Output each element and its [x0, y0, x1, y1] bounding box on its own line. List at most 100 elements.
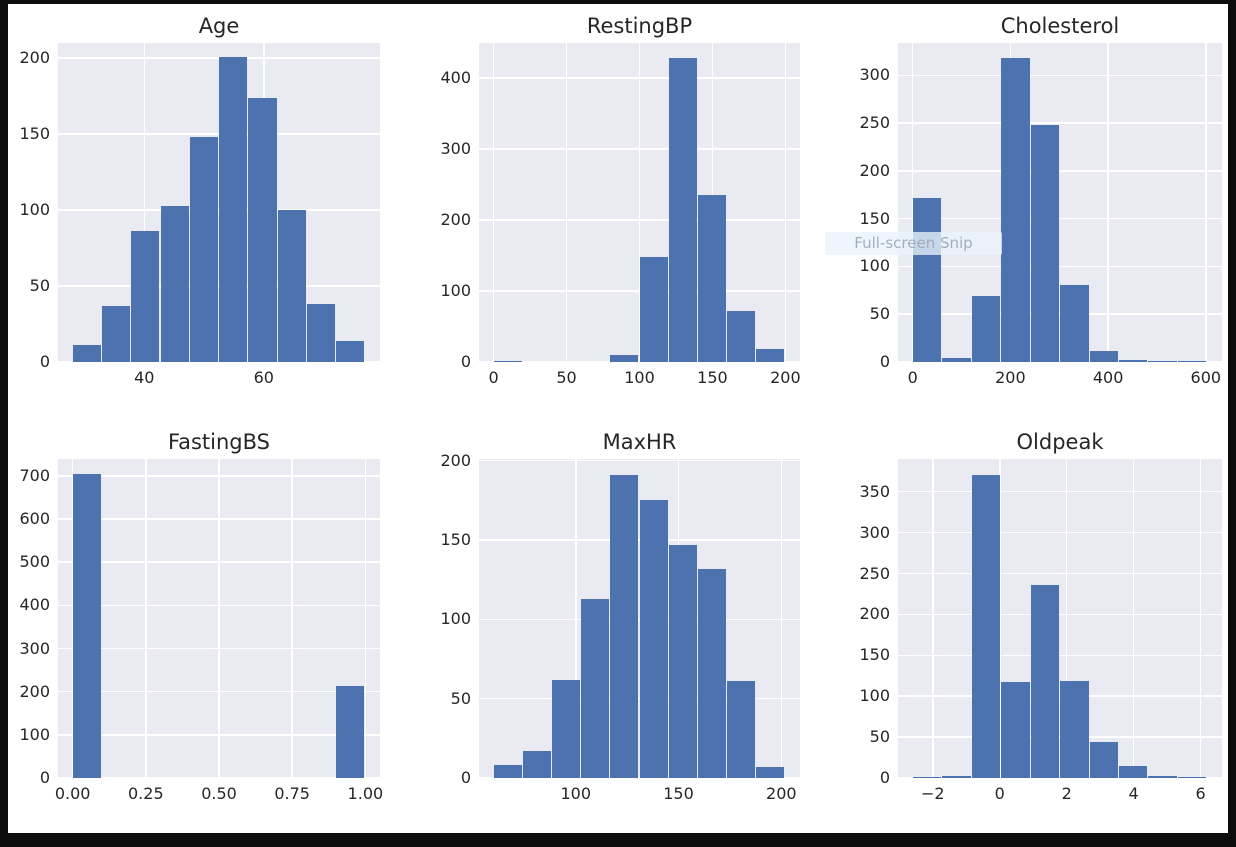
histogram-bar [1089, 742, 1118, 778]
histogram-bar [639, 500, 668, 778]
grid-line-vertical [1132, 459, 1135, 778]
histogram-bar [522, 751, 551, 778]
x-tick-label: 400 [1092, 368, 1124, 387]
grid-line-horizontal [479, 459, 800, 462]
y-tick-label: 300 [859, 65, 890, 85]
histogram-bar [727, 310, 756, 362]
grid-line-horizontal [898, 170, 1222, 172]
chart-title-age: Age [198, 14, 240, 38]
histogram-bar [1118, 765, 1148, 778]
y-tick-label: 0 [879, 768, 890, 787]
grid-line-vertical [1199, 459, 1202, 778]
histogram-bar [1030, 585, 1059, 778]
histogram-bar [1177, 777, 1207, 778]
y-tick-label: 250 [859, 113, 890, 133]
histogram-bar [160, 205, 189, 362]
histogram-bar [697, 195, 727, 362]
figure-canvas: Age 0 50 100 150 200 40 60 RestingBP 0 100 200 30… [8, 4, 1228, 833]
histogram-bar [1001, 58, 1030, 362]
grid-line-vertical [1107, 43, 1109, 362]
chart-title-cholesterol: Cholesterol [1000, 14, 1120, 38]
histogram-panel-oldpeak: Oldpeak 0 50 100 150 200 250 300 350 −2 0 2 4 6 [8, 4, 1228, 833]
x-tick-label: 2 [1061, 784, 1072, 803]
histogram-bar [727, 681, 756, 778]
snipping-tool-tooltip-artifact: Full-screen Snip [825, 232, 1002, 255]
y-tick-label: 50 [869, 304, 890, 324]
grid-line-vertical [1205, 43, 1207, 362]
histogram-bar [336, 340, 365, 362]
x-tick-label: 100 [624, 368, 655, 387]
histogram-plot [898, 43, 1222, 362]
x-tick-label: 40 [134, 368, 155, 387]
x-tick-label: 0 [907, 368, 918, 387]
grid-line-horizontal [898, 74, 1222, 77]
histogram-bar [1001, 682, 1030, 778]
x-tick-label: 1.00 [347, 784, 384, 803]
grid-line-horizontal [898, 122, 1222, 124]
histogram-bar [219, 56, 248, 362]
grid-line-vertical [145, 459, 147, 778]
y-tick-label: 200 [440, 209, 471, 229]
y-tick-label: 200 [19, 681, 50, 701]
x-tick-label: 0 [994, 784, 1005, 803]
chart-title-oldpeak: Oldpeak [1016, 430, 1104, 454]
grid-line-vertical [143, 43, 146, 362]
x-tick-label: 200 [770, 368, 801, 387]
y-tick-label: 100 [440, 609, 471, 629]
histogram-plot [58, 43, 380, 362]
histogram-bar [697, 568, 727, 778]
chart-title-fastingbs: FastingBS [167, 430, 271, 454]
y-tick-label: 150 [19, 124, 50, 144]
histogram-plot [479, 459, 800, 778]
y-tick-label: 150 [440, 529, 471, 549]
grid-line-vertical [364, 459, 367, 778]
x-tick-label: 0.00 [54, 784, 91, 803]
y-tick-label: 0 [39, 768, 50, 787]
grid-line-vertical [638, 43, 641, 362]
histogram-bar [189, 137, 218, 362]
grid-line-vertical [492, 43, 495, 362]
histogram-bar [131, 231, 160, 362]
grid-line-horizontal [898, 490, 1222, 493]
histogram-bar [1148, 361, 1177, 362]
x-tick-label: 60 [253, 368, 274, 387]
histogram-bar [493, 361, 522, 362]
histogram-bar [1148, 776, 1177, 778]
histogram-bar [610, 354, 639, 362]
y-tick-label: 250 [859, 563, 890, 583]
histogram-bar [756, 766, 785, 778]
grid-line-vertical [291, 459, 293, 778]
x-tick-label: 150 [663, 784, 694, 803]
y-tick-label: 100 [19, 724, 50, 744]
histogram-plot [58, 459, 380, 778]
x-tick-label: 100 [560, 784, 592, 803]
histogram-bar [1030, 125, 1059, 362]
x-tick-label: 50 [556, 368, 577, 387]
histogram-bar [971, 296, 1001, 362]
x-tick-label: 0.25 [128, 784, 164, 803]
y-tick-label: 500 [19, 552, 50, 572]
histogram-panel-age: Age 0 50 100 150 200 40 60 [8, 4, 1228, 833]
grid-line-vertical [932, 459, 934, 778]
y-tick-label: 100 [440, 280, 471, 300]
y-tick-label: 50 [869, 727, 890, 747]
x-tick-label: 150 [697, 368, 728, 387]
y-tick-label: 400 [19, 595, 50, 615]
grid-line-horizontal [898, 265, 1222, 268]
histogram-bar [1118, 360, 1148, 362]
y-tick-label: 700 [19, 465, 50, 485]
x-tick-label: 200 [766, 784, 797, 803]
histogram-bar [248, 97, 277, 362]
grid-line-vertical [1065, 459, 1068, 778]
y-tick-label: 200 [859, 604, 890, 624]
grid-line-horizontal [898, 613, 1222, 616]
histogram-plot [479, 43, 800, 362]
x-tick-label: 4 [1128, 784, 1139, 803]
y-tick-label: 300 [440, 138, 471, 158]
y-tick-label: 200 [440, 450, 471, 470]
grid-line-vertical [575, 459, 577, 778]
histogram-bar [581, 598, 610, 778]
y-tick-label: 0 [39, 352, 50, 371]
grid-line-vertical [218, 459, 220, 778]
y-tick-label: 200 [19, 48, 50, 68]
